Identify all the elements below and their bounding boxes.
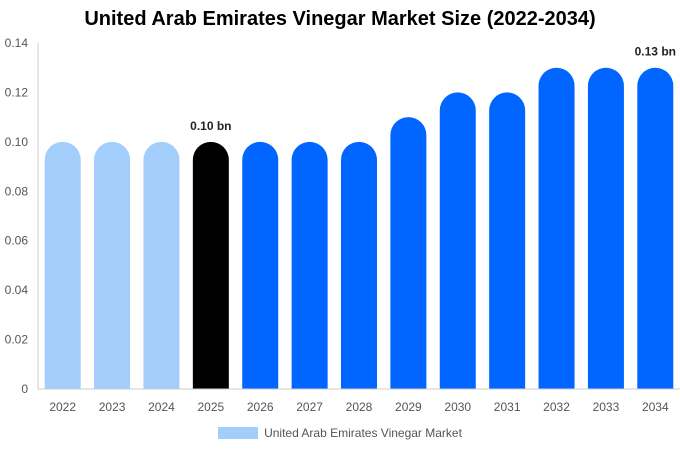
x-axis: 2022 2023 2024 2025 2026 2027 2028 2029 2030 2031… [38,388,680,414]
x-tick-label: 2032 [543,400,570,414]
bars-group [44,67,674,389]
x-tick-label: 2033 [593,400,620,414]
x-tick-label: 2030 [444,400,471,414]
bar-2030[interactable] [439,92,476,389]
bar-2029[interactable] [390,117,427,389]
bar-2025[interactable] [192,141,229,389]
y-tick-label: 0.04 [5,283,29,297]
bar-2024[interactable] [143,141,180,389]
y-tick-label: 0.06 [5,234,29,248]
y-tick-label: 0.14 [5,36,29,50]
x-tick-label: 2034 [642,400,669,414]
bar-2026[interactable] [242,141,279,389]
y-tick-label: 0.10 [5,135,29,149]
bar-2034[interactable] [637,67,674,389]
x-tick-label: 2027 [296,400,323,414]
data-label-2025: 0.10 bn [190,119,231,133]
data-labels-group: 0.10 bn 0.13 bn [190,45,676,133]
y-tick-label: 0 [21,382,28,396]
x-tick-label: 2026 [247,400,274,414]
x-tick-label: 2024 [148,400,175,414]
x-tick-label: 2031 [494,400,521,414]
x-tick-label: 2023 [99,400,126,414]
data-label-2034: 0.13 bn [635,45,676,59]
bar-2032[interactable] [538,67,575,389]
bar-2022[interactable] [44,141,81,389]
x-tick-label: 2028 [346,400,373,414]
bar-2033[interactable] [587,67,624,389]
chart-title: United Arab Emirates Vinegar Market Size… [84,8,596,30]
y-tick-label: 0.08 [5,184,29,198]
legend: United Arab Emirates Vinegar Market [0,426,680,440]
y-axis: 0 0.02 0.04 0.06 0.08 0.10 0.12 0.14 [5,36,39,396]
legend-swatch[interactable] [218,427,259,439]
bar-2027[interactable] [291,141,328,389]
x-tick-label: 2029 [395,400,422,414]
x-tick-label: 2025 [197,400,224,414]
y-tick-label: 0.12 [5,85,29,99]
bar-2031[interactable] [489,92,526,389]
x-tick-label: 2022 [49,400,76,414]
y-tick-label: 0.02 [5,333,29,347]
legend-label: United Arab Emirates Vinegar Market [264,426,462,440]
bar-2028[interactable] [341,141,377,389]
bar-2023[interactable] [94,141,131,389]
